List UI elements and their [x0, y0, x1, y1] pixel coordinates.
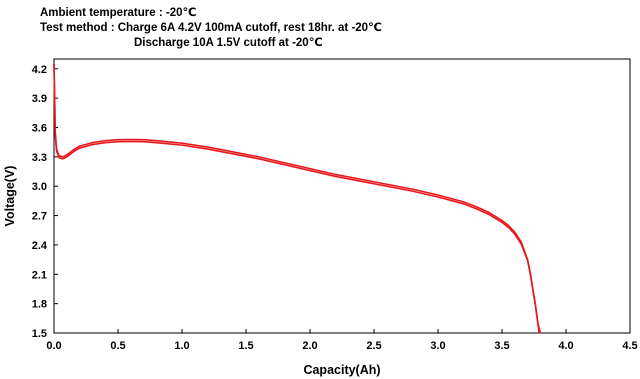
y-tick-label: 1.8 — [32, 299, 47, 311]
plot-frame — [53, 58, 631, 334]
x-tick-label: 4.0 — [558, 340, 573, 352]
discharge-curve-line-2 — [53, 63, 542, 334]
chart-header: Ambient temperature : -20℃ Test method :… — [40, 6, 382, 51]
x-tick-label: 3.0 — [430, 340, 445, 352]
x-tick-label: 2.0 — [302, 340, 317, 352]
x-tick-label: 4.5 — [622, 340, 637, 352]
y-tick-label: 3.6 — [32, 123, 47, 135]
test-method-discharge-text: Discharge 10A 1.5V cutoff at -20℃ — [134, 37, 323, 49]
discharge-curve-line-1 — [53, 63, 540, 334]
x-axis-label: Capacity(Ah) — [303, 363, 380, 377]
x-tick-label: 2.5 — [366, 340, 381, 352]
test-method-charge-text: Test method : Charge 6A 4.2V 100mA cutof… — [40, 22, 382, 34]
y-tick-label: 2.7 — [32, 211, 47, 223]
y-axis-label: Voltage(V) — [3, 166, 17, 227]
y-tick-label: 3.9 — [32, 93, 47, 105]
x-tick-label: 1.0 — [174, 340, 189, 352]
y-tick-label: 3.0 — [32, 181, 47, 193]
x-tick-label: 0.0 — [46, 340, 61, 352]
x-tick-label: 1.5 — [238, 340, 253, 352]
chart-axes — [53, 58, 631, 334]
chart-ticks: 0.0 0.5 1.0 1.5 2.0 2.5 3.0 3.5 4.0 4.5 1.5 1.8 2.1 2… — [32, 64, 638, 352]
y-tick-label: 4.2 — [32, 64, 47, 76]
y-tick-label: 1.5 — [32, 328, 47, 340]
ambient-temperature-text: Ambient temperature : -20℃ — [40, 7, 197, 19]
chart-series — [53, 63, 542, 334]
y-tick-label: 2.4 — [32, 240, 48, 252]
x-tick-label: 3.5 — [494, 340, 509, 352]
y-tick-label: 2.1 — [32, 269, 47, 281]
x-tick-label: 0.5 — [110, 340, 125, 352]
y-tick-label: 3.3 — [32, 152, 47, 164]
